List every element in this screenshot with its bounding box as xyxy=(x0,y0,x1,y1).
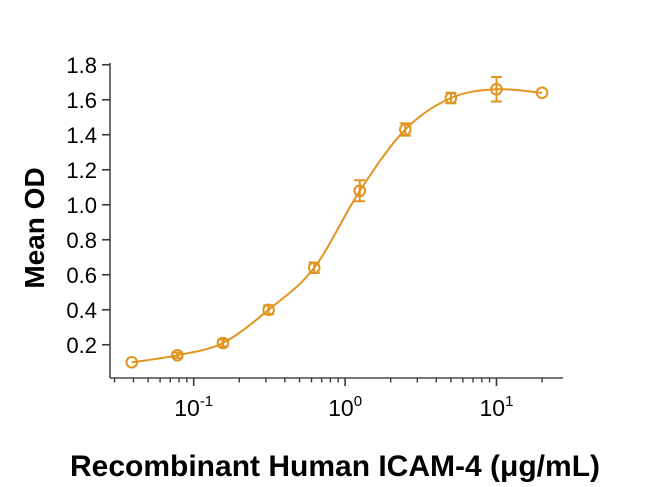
x-axis-title: Recombinant Human ICAM-4 (μg/mL) xyxy=(70,450,600,483)
x-tick-label: 101 xyxy=(480,393,514,421)
tick-labels-group: 0.2 0.4 0.6 0.8 1.0 1.2 1.4 1.6 1.8 10-1 100 101 xyxy=(66,53,513,421)
y-axis-title: Mean OD xyxy=(19,167,50,288)
y-tick-label: 1.2 xyxy=(66,158,97,183)
data-point-marker xyxy=(216,336,230,350)
data-point-marker xyxy=(444,91,458,105)
data-point-marker xyxy=(171,348,184,362)
x-tick-label: 10-1 xyxy=(174,393,213,421)
y-tick-label: 0.4 xyxy=(66,298,97,323)
y-tick-label: 0.6 xyxy=(66,263,97,288)
y-tick-label: 1.0 xyxy=(66,193,97,218)
fit-curve xyxy=(131,88,543,364)
x-tick-label: 100 xyxy=(328,393,362,421)
y-tick-label: 1.8 xyxy=(66,53,97,78)
data-point-marker xyxy=(399,123,412,136)
y-tick-label: 1.6 xyxy=(66,88,97,113)
y-tick-label: 0.2 xyxy=(66,333,97,358)
y-tick-label: 0.8 xyxy=(66,228,97,253)
data-point-marker xyxy=(262,303,275,317)
y-tick-label: 1.4 xyxy=(66,123,97,148)
ticks-group xyxy=(102,63,543,386)
data-point-marker xyxy=(125,355,139,369)
axes-group xyxy=(109,63,563,379)
data-point-marker xyxy=(535,86,549,100)
data-point-marker xyxy=(307,261,321,275)
series-group xyxy=(125,76,549,369)
data-point-marker xyxy=(490,82,503,96)
data-point-marker xyxy=(353,184,367,198)
